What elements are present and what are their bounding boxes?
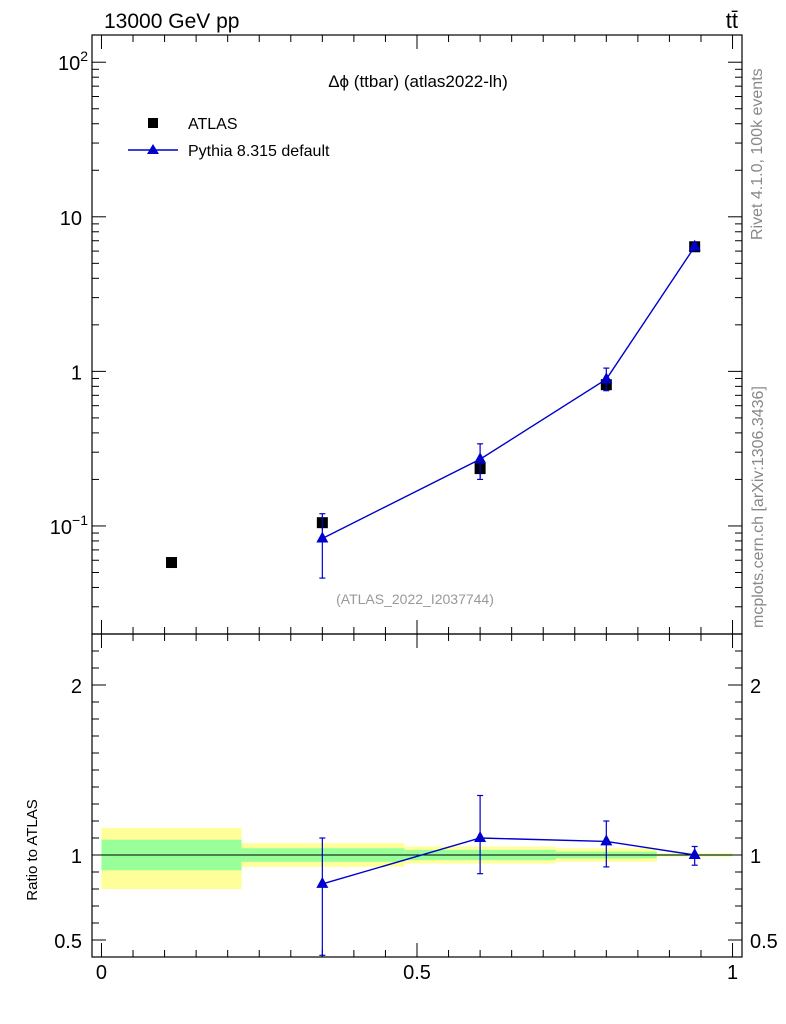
x-tick-label: 0 (96, 962, 107, 984)
legend: ATLAS Pythia 8.315 default (128, 116, 330, 160)
x-tick-label: 1 (727, 962, 738, 984)
axis-ticks (92, 35, 742, 958)
main-y-tick-label: 10−1 (50, 512, 88, 539)
ratio-pythia-point (600, 834, 613, 846)
ratio-y-tick-label-left: 2 (71, 676, 82, 698)
x-tick-label: 0.5 (403, 962, 431, 984)
mcplots-label: mcplots.cern.ch [arXiv:1306.3436] (750, 386, 767, 628)
legend-pythia-marker (147, 144, 159, 154)
process-label: tt̄ (726, 8, 738, 33)
analysis-watermark: (ATLAS_2022_I2037744) (336, 591, 494, 607)
legend-atlas-label: ATLAS (188, 116, 238, 133)
ratio-y-tick-label-left: 0.5 (54, 931, 82, 953)
ratio-ylabel: Ratio to ATLAS (24, 799, 41, 900)
pythia-point (688, 239, 701, 251)
ratio-pythia-point (688, 848, 701, 859)
ratio-y-tick-label-right: 0.5 (750, 931, 778, 953)
ratio-pythia-point (474, 831, 487, 842)
ratio-plot-frame (91, 633, 743, 958)
pythia-point (474, 452, 487, 464)
plot-frames (91, 34, 743, 958)
ratio-y-tick-label-right: 1 (750, 846, 761, 868)
atlas-point (166, 557, 178, 569)
pythia-point (316, 531, 329, 543)
ratio-pythia-line (322, 837, 695, 885)
legend-atlas-marker (148, 118, 158, 128)
data-marks (166, 239, 701, 956)
tick-labels: 102 10 1 10−1 0.5 0.5 1 1 2 2 0 0.5 1 (50, 48, 778, 984)
main-y-tick-label: 1 (71, 362, 82, 384)
legend-pythia-label: Pythia 8.315 default (188, 143, 330, 160)
ratio-uncertainty-bands (101, 827, 733, 889)
energy-label: 13000 GeV pp (104, 10, 239, 33)
ratio-y-tick-label-left: 1 (71, 846, 82, 868)
pythia-line (322, 246, 696, 540)
pythia-point (600, 372, 613, 384)
main-y-tick-exponent: 2 (80, 48, 88, 64)
ratio-y-tick-label-right: 2 (750, 676, 761, 698)
rivet-version-label: Rivet 4.1.0, 100k events (749, 68, 766, 240)
ratio-pythia-point (316, 876, 329, 888)
main-y-tick-label: 10 (60, 208, 82, 230)
plot-title: Δϕ (ttbar) (atlas2022-lh) (328, 72, 508, 91)
main-y-tick-label: 102 (58, 48, 88, 75)
main-y-tick-exponent: −1 (72, 512, 88, 528)
